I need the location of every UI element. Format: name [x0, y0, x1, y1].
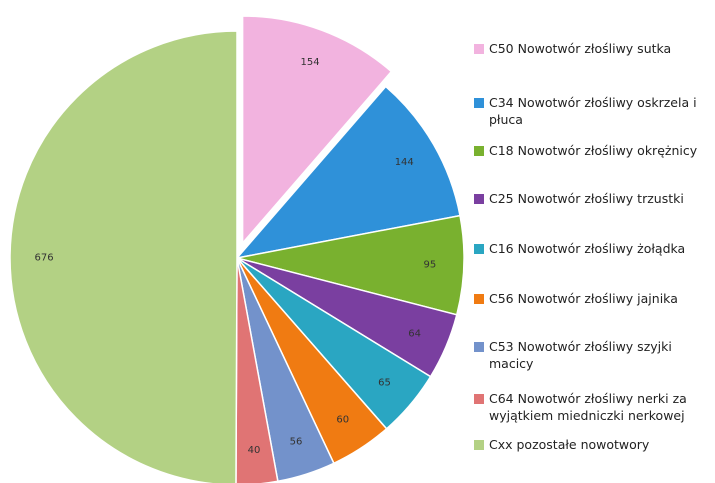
legend-item: C18 Nowotwór złośliwy okrężnicy	[474, 142, 714, 159]
data-label: 676	[35, 253, 54, 264]
legend-label: C64 Nowotwór złośliwy nerki za wyjątkiem…	[489, 391, 687, 423]
pie-slice	[9, 30, 238, 483]
data-label: 60	[336, 414, 349, 425]
legend-item: C50 Nowotwór złośliwy sutka	[474, 40, 714, 57]
data-label: 64	[408, 328, 421, 339]
data-label: 65	[378, 377, 391, 388]
pie-slice	[235, 85, 461, 260]
data-label: 56	[290, 437, 303, 448]
legend-item: C53 Nowotwór złośliwy szyjki macicy	[474, 338, 714, 372]
legend-label: C56 Nowotwór złośliwy jajnika	[489, 291, 678, 306]
legend-item: C25 Nowotwór złośliwy trzustki	[474, 190, 714, 207]
data-label: 154	[301, 57, 320, 68]
legend-swatch	[474, 440, 484, 450]
legend-swatch	[474, 394, 484, 404]
legend-label: C53 Nowotwór złośliwy szyjki macicy	[489, 339, 672, 371]
legend-item: C56 Nowotwór złośliwy jajnika	[474, 290, 714, 307]
pie-slice	[235, 257, 279, 483]
legend-item: C34 Nowotwór złośliwy oskrzela i płuca	[474, 94, 714, 128]
legend-swatch	[474, 44, 484, 54]
legend-item: Cxx pozostałe nowotwory	[474, 436, 714, 453]
legend-item: C16 Nowotwór złośliwy żołądka	[474, 240, 714, 257]
data-label: 40	[248, 445, 261, 456]
legend-swatch	[474, 194, 484, 204]
legend-label: C25 Nowotwór złośliwy trzustki	[489, 191, 684, 206]
legend-swatch	[474, 244, 484, 254]
legend-label: C16 Nowotwór złośliwy żołądka	[489, 241, 686, 256]
legend-swatch	[474, 146, 484, 156]
data-label: 144	[395, 157, 414, 168]
legend-swatch	[474, 294, 484, 304]
pie-slice	[241, 15, 393, 246]
legend-label: C50 Nowotwór złośliwy sutka	[489, 41, 672, 56]
legend-item: C64 Nowotwór złośliwy nerki za wyjątkiem…	[474, 390, 714, 424]
legend-swatch	[474, 342, 484, 352]
legend-swatch	[474, 98, 484, 108]
legend-label: Cxx pozostałe nowotwory	[489, 437, 650, 452]
legend-label: C34 Nowotwór złośliwy oskrzela i płuca	[489, 95, 697, 127]
legend-label: C18 Nowotwór złośliwy okrężnicy	[489, 143, 698, 158]
data-label: 95	[423, 259, 436, 270]
